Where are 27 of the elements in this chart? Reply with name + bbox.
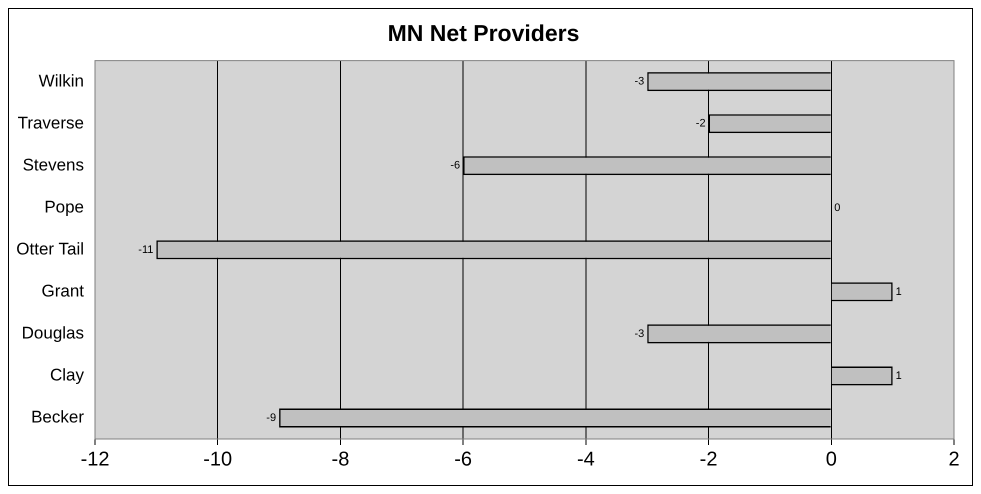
x-tick-label: -10 xyxy=(203,448,232,471)
x-tick-label: -2 xyxy=(700,448,718,471)
data-label: 1 xyxy=(896,370,902,382)
data-label: 0 xyxy=(834,202,840,214)
data-label: -2 xyxy=(696,118,706,130)
y-tick-label: Clay xyxy=(50,366,85,385)
y-tick-label: Grant xyxy=(41,282,84,301)
y-tick-label: Stevens xyxy=(22,155,84,174)
data-label: -3 xyxy=(634,328,644,340)
data-label: 1 xyxy=(896,286,902,298)
y-tick-label: Wilkin xyxy=(38,71,84,90)
x-tick-label: 0 xyxy=(826,448,837,471)
x-tick-label: -4 xyxy=(576,448,595,471)
x-tick-label: -8 xyxy=(332,448,350,471)
data-label: -11 xyxy=(138,244,154,256)
chart-title: MN Net Providers xyxy=(388,20,580,46)
y-tick-label: Douglas xyxy=(22,324,84,343)
data-label: -6 xyxy=(450,160,460,172)
x-tick-label: 2 xyxy=(948,448,960,471)
y-tick-label: Traverse xyxy=(18,113,84,132)
data-label: -9 xyxy=(266,412,276,424)
y-tick-label: Becker xyxy=(31,408,84,427)
x-tick-label: -6 xyxy=(454,448,472,471)
data-label: -3 xyxy=(634,76,644,88)
y-tick-label: Otter Tail xyxy=(16,239,84,258)
x-tick-label: -12 xyxy=(80,448,110,471)
y-tick-label: Pope xyxy=(44,197,84,216)
